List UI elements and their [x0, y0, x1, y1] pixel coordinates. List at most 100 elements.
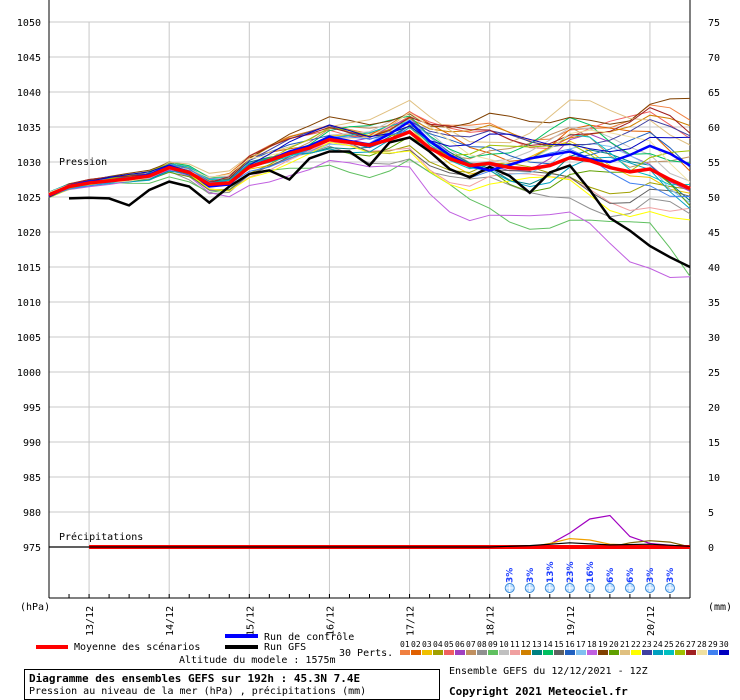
y-tick-label-right: 50: [708, 193, 720, 204]
member-code: 23: [642, 640, 652, 649]
y-tick-label-right: 55: [708, 158, 720, 169]
member-swatch: [444, 650, 454, 655]
member-swatch: [653, 650, 663, 655]
member-code: 21: [620, 640, 630, 649]
member-code: 27: [686, 640, 696, 649]
snow-probability-mark: 3%: [664, 568, 676, 593]
x-tick-label: 13/12: [85, 606, 96, 636]
y-tick-label-right: 5: [708, 508, 714, 519]
member-swatch: [609, 650, 619, 655]
y-tick-label-right: 75: [708, 18, 720, 29]
snow-probability-label: 3%: [506, 568, 516, 583]
left-axis-unit: (hPa): [20, 602, 50, 613]
member-code: 11: [510, 640, 520, 649]
x-tick-label: 20/12: [646, 606, 657, 636]
axis-labels: 9759809859909951000100510101015102010251…: [17, 18, 720, 636]
axes: [48, 0, 691, 599]
member-code: 28: [697, 640, 707, 649]
legend-mean-label: Moyenne des scénarios: [74, 641, 200, 653]
member-code: 06: [455, 640, 465, 649]
snow-probability-mark: 3%: [504, 568, 516, 593]
member-code: 19: [598, 640, 608, 649]
member-code: 03: [422, 640, 432, 649]
y-tick-label-right: 30: [708, 333, 720, 344]
snow-probability-label: 3%: [526, 568, 536, 583]
x-tick-label: 18/12: [486, 606, 497, 636]
member-code: 17: [576, 640, 586, 649]
member-swatch: [433, 650, 443, 655]
mean-pressure-line: [48, 129, 691, 197]
ensemble-member-line: [48, 97, 691, 198]
snow-probability-mark: 23%: [564, 561, 576, 593]
ensemble-member-line: [48, 127, 691, 199]
member-code: 12: [521, 640, 531, 649]
y-tick-label-left: 1045: [17, 53, 41, 64]
snow-probability-mark: 3%: [524, 568, 536, 593]
ensemble-members: [48, 97, 691, 279]
member-code: 04: [433, 640, 443, 649]
member-swatch: [642, 650, 652, 655]
y-tick-label-right: 60: [708, 123, 720, 134]
y-tick-label-right: 45: [708, 228, 720, 239]
precipitation-area: [49, 514, 691, 549]
member-swatch: [565, 650, 575, 655]
member-swatch: [488, 650, 498, 655]
x-tick-label: 14/12: [165, 606, 176, 636]
footer-title-box: Diagramme des ensembles GEFS sur 192h : …: [24, 669, 440, 700]
y-tick-label-right: 40: [708, 263, 720, 274]
member-code: 30: [719, 640, 729, 649]
member-code: 16: [565, 640, 575, 649]
member-code: 09: [488, 640, 498, 649]
member-swatch: [620, 650, 630, 655]
member-code: 20: [609, 640, 619, 649]
x-tick-label: 17/12: [406, 606, 417, 636]
y-tick-label-left: 1035: [17, 123, 41, 134]
right-axis-unit: (mm): [708, 602, 732, 613]
gfs-run-line: [68, 136, 691, 269]
snow-probability-label: 6%: [606, 568, 616, 583]
y-tick-label-right: 0: [708, 543, 714, 554]
member-code: 24: [653, 640, 663, 649]
members-count-label: 30 Perts.: [339, 648, 393, 659]
member-swatch: [587, 650, 597, 655]
footer-title: Diagramme des ensembles GEFS sur 192h : …: [29, 672, 361, 685]
y-tick-label-left: 980: [23, 508, 41, 519]
legend-gfs-label: Run GFS: [264, 642, 306, 653]
member-swatch: [719, 650, 729, 655]
snow-probabilities: 3% 3% 13% 23% 16% 6% 6% 3% 3%: [504, 561, 676, 593]
y-tick-label-right: 25: [708, 368, 720, 379]
y-tick-label-left: 995: [23, 403, 41, 414]
y-tick-label-left: 1040: [17, 88, 41, 99]
member-code: 25: [664, 640, 674, 649]
y-tick-label-right: 65: [708, 88, 720, 99]
member-code: 01: [400, 640, 410, 649]
member-swatch: [576, 650, 586, 655]
y-tick-label-left: 1010: [17, 298, 41, 309]
member-swatch: [554, 650, 564, 655]
member-color-legend: 01 02 03 04 05 06 07 08 09 10 11 12 13 14 15 16 17 18 19 20…: [400, 640, 729, 655]
member-code: 02: [411, 640, 421, 649]
member-code: 22: [631, 640, 641, 649]
member-swatch: [455, 650, 465, 655]
run-info: Ensemble GEFS du 12/12/2021 - 12Z: [449, 666, 648, 677]
member-swatch: [686, 650, 696, 655]
member-swatch: [708, 650, 718, 655]
y-tick-label-right: 10: [708, 473, 720, 484]
member-swatch: [466, 650, 476, 655]
member-swatch: [664, 650, 674, 655]
y-tick-label-left: 1050: [17, 18, 41, 29]
member-code: 15: [554, 640, 564, 649]
y-tick-label-right: 70: [708, 53, 720, 64]
y-tick-label-left: 1025: [17, 193, 41, 204]
ensemble-member-line: [48, 104, 691, 196]
snow-probability-label: 16%: [586, 561, 596, 583]
precip-mean-line: [49, 542, 691, 548]
snow-probability-label: 23%: [566, 561, 576, 583]
ensemble-member-line: [48, 99, 691, 194]
member-swatch: [510, 650, 520, 655]
snow-probability-label: 13%: [546, 561, 556, 583]
member-code: 14: [543, 640, 553, 649]
pressure-section-label: Pression: [59, 157, 107, 168]
member-code: 26: [675, 640, 685, 649]
